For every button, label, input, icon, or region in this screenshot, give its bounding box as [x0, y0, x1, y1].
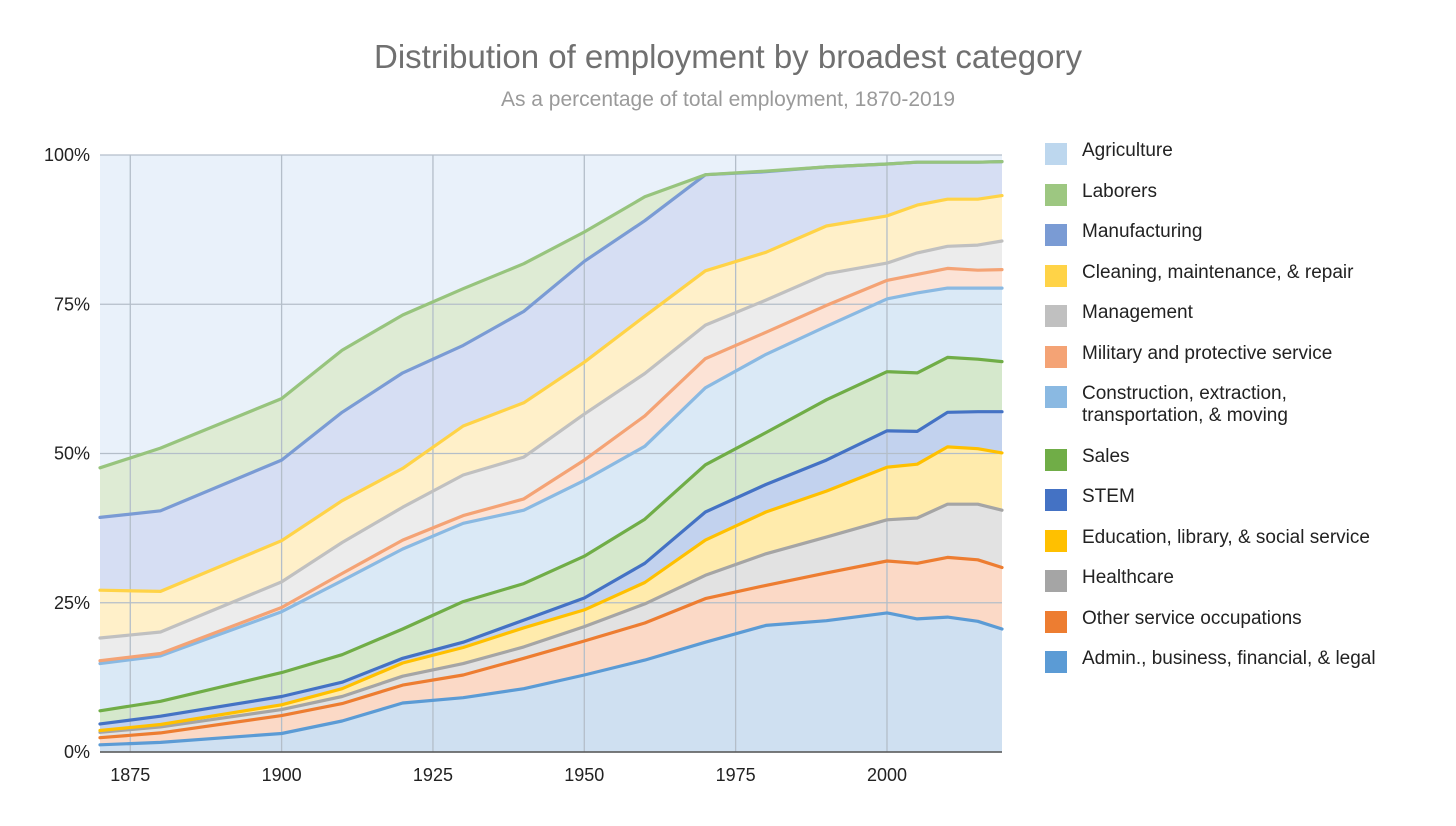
- area-management: [100, 241, 1002, 661]
- legend-swatch: [1045, 448, 1067, 471]
- legend-label: Healthcare: [1082, 567, 1174, 588]
- line-stem: [98, 410, 1004, 726]
- line-military-and-protective-service: [98, 266, 1004, 663]
- legend-label: Education, library, & social service: [1082, 526, 1370, 548]
- legend-item-laborers: Laborers: [1045, 181, 1157, 206]
- legend-swatch: [1045, 386, 1067, 408]
- legend-swatch: [1045, 489, 1067, 511]
- area-healthcare: [100, 504, 1002, 738]
- line-management: [98, 239, 1004, 640]
- legend-label: Sales: [1082, 445, 1130, 467]
- legend-label: Management: [1082, 302, 1193, 323]
- area-agriculture: [100, 155, 1002, 468]
- legend-swatch: [1045, 305, 1067, 327]
- line-education-library-social-service: [98, 445, 1004, 733]
- legend-swatch: [1045, 264, 1067, 287]
- legend-item-sales: Sales: [1045, 446, 1130, 471]
- legend-label: Other service occupations: [1082, 607, 1302, 629]
- legend-label: Manufacturing: [1082, 221, 1203, 242]
- legend-item-military-and-protective-service: Military and protective service: [1045, 343, 1332, 368]
- legend-swatch: [1045, 143, 1067, 165]
- legend-item-construction-extraction-transportation-moving: Construction, extraction, transportation…: [1045, 383, 1288, 427]
- line-admin-business-financial-legal: [98, 611, 1004, 747]
- legend-item-agriculture: Agriculture: [1045, 140, 1173, 165]
- legend-swatch: [1045, 529, 1067, 552]
- legend-label: Laborers: [1082, 180, 1157, 202]
- line-laborers: [98, 160, 1004, 470]
- legend-label: STEM: [1082, 486, 1135, 507]
- legend-swatch: [1045, 224, 1067, 246]
- legend-swatch: [1045, 345, 1067, 368]
- line-other-service-occupations: [98, 555, 1004, 740]
- legend-label: Military and protective service: [1082, 342, 1333, 364]
- area-sales: [100, 357, 1002, 724]
- line-sales: [98, 355, 1004, 713]
- chart-subtitle: As a percentage of total employment, 187…: [500, 88, 956, 111]
- y-tick-label: 25%: [54, 593, 90, 613]
- legend-item-management: Management: [1045, 302, 1193, 327]
- legend-label: Admin., business, financial, & legal: [1082, 648, 1376, 669]
- legend-swatch: [1045, 183, 1067, 206]
- legend-item-education-library-social-service: Education, library, & social service: [1045, 527, 1370, 552]
- y-tick-label: 100%: [44, 145, 90, 165]
- area-laborers: [100, 161, 1002, 518]
- legend-label: Cleaning, maintenance, & repair: [1082, 261, 1354, 283]
- area-construction-extraction-transportation-moving: [100, 288, 1002, 711]
- line-layer: [98, 160, 1004, 747]
- legend-swatch: [1045, 610, 1067, 633]
- x-tick-label: 1925: [413, 765, 453, 785]
- legend-item-other-service-occupations: Other service occupations: [1045, 608, 1302, 633]
- x-tick-label: 1900: [262, 765, 302, 785]
- y-tick-label: 0%: [64, 742, 90, 762]
- area-manufacturing: [100, 161, 1002, 592]
- area-education-library-social-service: [100, 446, 1002, 733]
- legend-item-cleaning-maintenance-repair: Cleaning, maintenance, & repair: [1045, 262, 1353, 287]
- x-tick-label: 1875: [110, 765, 150, 785]
- axis-layer: 0% 25% 50% 75% 100% 1875 1900 1925 1950 1975 2000: [44, 145, 1002, 785]
- y-tick-label: 75%: [54, 294, 90, 314]
- legend-item-admin-business-financial-legal: Admin., business, financial, & legal: [1045, 648, 1376, 673]
- legend-item-healthcare: Healthcare: [1045, 567, 1174, 592]
- area-stem: [100, 411, 1002, 731]
- legend-swatch: [1045, 651, 1067, 673]
- area-cleaning-maintenance-repair: [100, 195, 1002, 638]
- x-tick-label: 1950: [564, 765, 604, 785]
- line-cleaning-maintenance-repair: [98, 194, 1004, 594]
- x-tick-label: 2000: [867, 765, 907, 785]
- chart-title: Distribution of employment by broadest c…: [373, 38, 1083, 75]
- line-healthcare: [98, 502, 1004, 734]
- legend-label: Construction, extraction, transportation…: [1082, 383, 1288, 426]
- x-tick-label: 1975: [716, 765, 756, 785]
- legend-swatch: [1045, 570, 1067, 592]
- legend-label: Agriculture: [1082, 140, 1173, 161]
- legend-item-stem: STEM: [1045, 486, 1135, 511]
- area-admin-business-financial-legal: [100, 612, 1002, 752]
- y-tick-label: 50%: [54, 444, 90, 464]
- legend-item-manufacturing: Manufacturing: [1045, 221, 1202, 246]
- line-construction-extraction-transportation-moving: [98, 286, 1004, 666]
